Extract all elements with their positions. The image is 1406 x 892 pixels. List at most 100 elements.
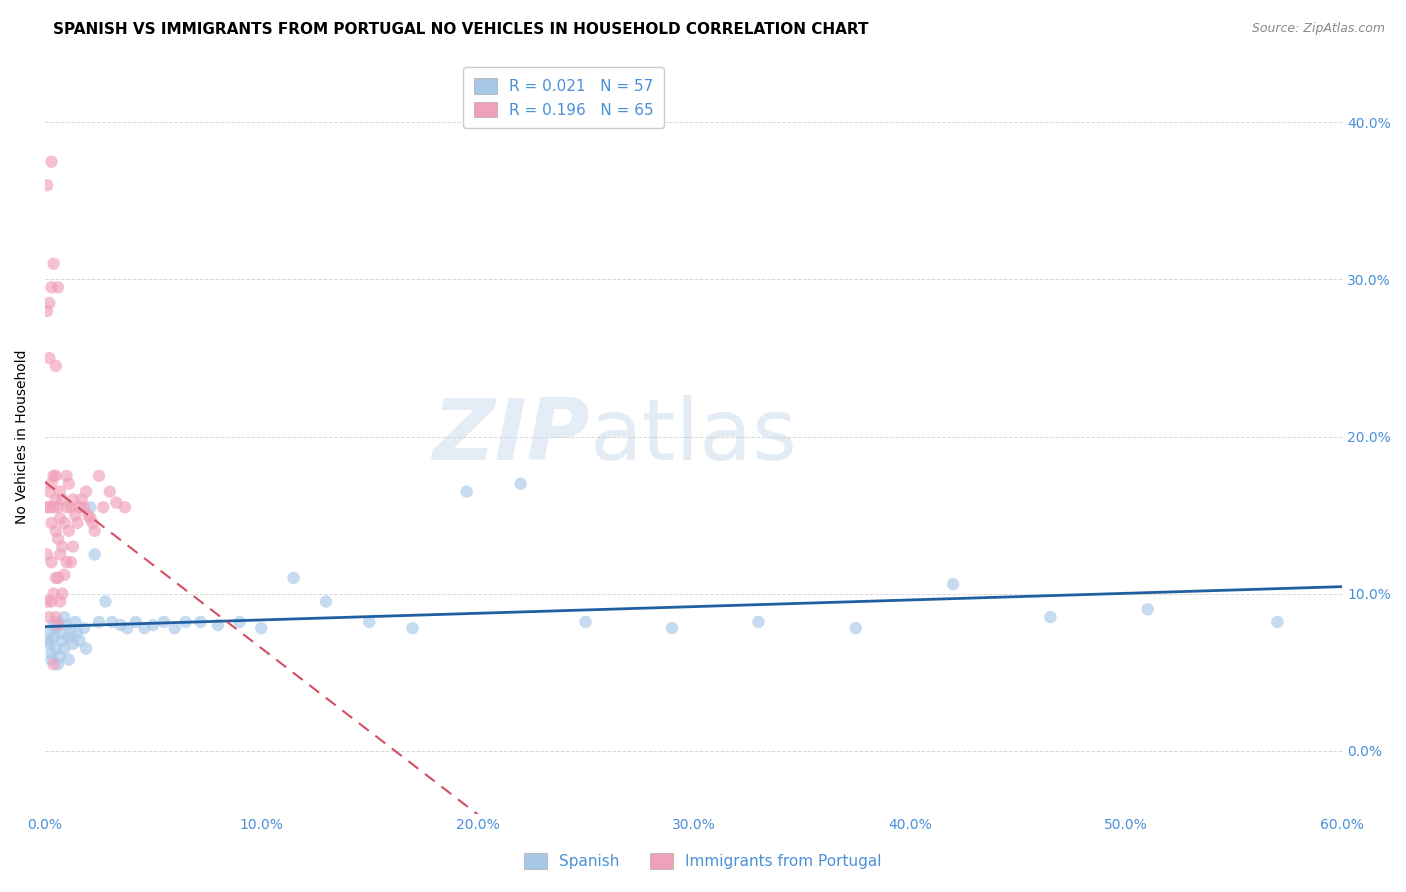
Point	[87, 468, 110, 483]
Point	[49, 547, 72, 561]
Point	[359, 615, 381, 629]
Point	[37, 304, 59, 318]
Point	[59, 555, 82, 569]
Point	[1267, 615, 1289, 629]
Point	[105, 495, 128, 509]
Point	[83, 547, 105, 561]
Point	[53, 610, 76, 624]
Point	[65, 615, 87, 629]
Point	[38, 637, 60, 651]
Point	[574, 615, 596, 629]
Point	[174, 615, 197, 629]
Point	[41, 555, 63, 569]
Point	[37, 547, 59, 561]
Point	[45, 468, 67, 483]
Point	[69, 633, 91, 648]
Point	[53, 641, 76, 656]
Point	[153, 615, 176, 629]
Text: Source: ZipAtlas.com: Source: ZipAtlas.com	[1251, 22, 1385, 36]
Point	[51, 587, 73, 601]
Point	[79, 511, 101, 525]
Point	[73, 500, 96, 515]
Point	[41, 154, 63, 169]
Point	[46, 500, 69, 515]
Y-axis label: No Vehicles in Household: No Vehicles in Household	[15, 350, 30, 524]
Point	[41, 652, 63, 666]
Point	[45, 621, 67, 635]
Point	[38, 351, 60, 365]
Point	[125, 615, 148, 629]
Point	[58, 652, 80, 666]
Point	[82, 516, 104, 530]
Point	[94, 594, 117, 608]
Point	[45, 571, 67, 585]
Point	[41, 280, 63, 294]
Point	[66, 626, 89, 640]
Point	[456, 484, 478, 499]
Point	[37, 594, 59, 608]
Point	[51, 633, 73, 648]
Point	[38, 296, 60, 310]
Point	[46, 571, 69, 585]
Point	[42, 500, 65, 515]
Point	[45, 524, 67, 538]
Point	[49, 484, 72, 499]
Point	[73, 621, 96, 635]
Text: atlas: atlas	[591, 395, 797, 478]
Point	[62, 492, 84, 507]
Point	[134, 621, 156, 635]
Point	[46, 657, 69, 672]
Point	[45, 359, 67, 373]
Point	[163, 621, 186, 635]
Point	[46, 615, 69, 629]
Point	[41, 516, 63, 530]
Point	[51, 492, 73, 507]
Point	[49, 649, 72, 664]
Text: ZIP: ZIP	[432, 395, 591, 478]
Point	[38, 610, 60, 624]
Point	[42, 631, 65, 645]
Point	[315, 594, 337, 608]
Point	[42, 257, 65, 271]
Point	[49, 594, 72, 608]
Point	[59, 626, 82, 640]
Point	[250, 621, 273, 635]
Point	[41, 646, 63, 660]
Point	[37, 500, 59, 515]
Point	[93, 500, 115, 515]
Point	[42, 468, 65, 483]
Point	[37, 626, 59, 640]
Point	[49, 511, 72, 525]
Point	[1039, 610, 1062, 624]
Point	[45, 610, 67, 624]
Point	[79, 500, 101, 515]
Point	[98, 484, 121, 499]
Point	[55, 500, 77, 515]
Point	[53, 567, 76, 582]
Point	[53, 516, 76, 530]
Point	[38, 484, 60, 499]
Point	[38, 633, 60, 648]
Point	[42, 657, 65, 672]
Point	[110, 618, 132, 632]
Point	[228, 615, 250, 629]
Point	[207, 618, 229, 632]
Point	[65, 508, 87, 522]
Point	[46, 280, 69, 294]
Point	[747, 615, 769, 629]
Point	[55, 555, 77, 569]
Point	[75, 641, 97, 656]
Point	[401, 621, 423, 635]
Point	[142, 618, 165, 632]
Point	[661, 621, 683, 635]
Text: SPANISH VS IMMIGRANTS FROM PORTUGAL NO VEHICLES IN HOUSEHOLD CORRELATION CHART: SPANISH VS IMMIGRANTS FROM PORTUGAL NO V…	[53, 22, 869, 37]
Point	[59, 500, 82, 515]
Point	[51, 540, 73, 554]
Point	[66, 516, 89, 530]
Point	[190, 615, 212, 629]
Point	[69, 500, 91, 515]
Point	[58, 476, 80, 491]
Point	[58, 631, 80, 645]
Legend: Spanish, Immigrants from Portugal: Spanish, Immigrants from Portugal	[517, 847, 889, 875]
Point	[845, 621, 868, 635]
